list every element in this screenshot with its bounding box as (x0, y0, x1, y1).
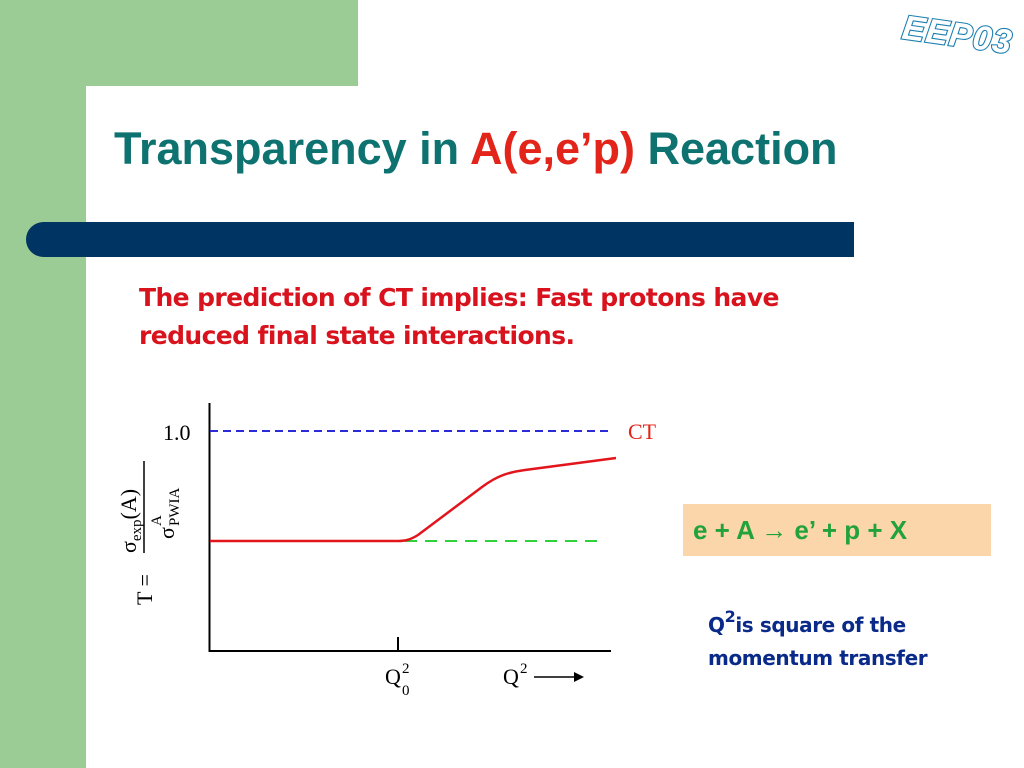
denominator-sub: PWIA (167, 488, 183, 526)
transparency-curve (210, 456, 617, 543)
title-underline-bar (26, 222, 854, 257)
q0-sub: 0 (402, 683, 410, 699)
note-line-2: momentum transfer (708, 646, 928, 670)
q0-base: Q (385, 664, 401, 689)
denominator-sup: A (149, 515, 165, 526)
q-squared-label: Q 2 (503, 661, 584, 689)
formula-denominator: σ (154, 527, 179, 539)
q-sup: 2 (520, 661, 528, 677)
note-sup: 2 (724, 607, 736, 626)
ct-label: CT (628, 419, 657, 444)
statement-line-1: The prediction of CT implies: Fast proto… (139, 283, 779, 312)
q2-definition-note: Q2is square of the momentum transfer (708, 600, 1008, 675)
title-highlight: A(e,e’p) (469, 123, 635, 174)
q0-sup: 2 (402, 661, 410, 677)
eep03-logo: EEP03 (899, 8, 1016, 63)
top-green-band (0, 0, 358, 86)
denominator-sigma: σ (154, 527, 179, 539)
transparency-formula: T = σexp(A) σ A PWIA (116, 461, 183, 605)
formula-lhs: T = (132, 574, 157, 605)
note-line-1: is square of the (735, 613, 906, 637)
title-suffix: Reaction (635, 123, 838, 174)
q0-squared-label: Q 2 0 (385, 661, 410, 699)
numerator-sigma: σ (116, 541, 141, 553)
title-prefix: Transparency in (114, 123, 470, 174)
reaction-equation: e + A → e’ + p + X (693, 514, 908, 545)
ct-statement: The prediction of CT implies: Fast proto… (139, 279, 939, 355)
y-tick-label: 1.0 (163, 420, 191, 445)
numerator-sub: exp (129, 519, 145, 541)
numerator-arg: (A) (116, 489, 141, 520)
reaction-box: e + A → e’ + p + X (683, 504, 991, 556)
q-arrow-head (574, 672, 584, 682)
formula-numerator: σexp(A) (116, 489, 145, 553)
left-green-strip (0, 0, 86, 768)
content-panel (86, 86, 1024, 768)
q-base: Q (503, 664, 519, 689)
statement-line-2: reduced final state interactions. (139, 321, 575, 350)
transparency-graph: 1.0 CT T = σexp(A) σ A PWIA Q 2 0 Q 2 (116, 403, 657, 699)
logo-text: EEP03 (900, 9, 1015, 62)
note-q: Q (708, 613, 725, 637)
slide-title: Transparency in A(e,e’p) Reaction (114, 126, 838, 171)
